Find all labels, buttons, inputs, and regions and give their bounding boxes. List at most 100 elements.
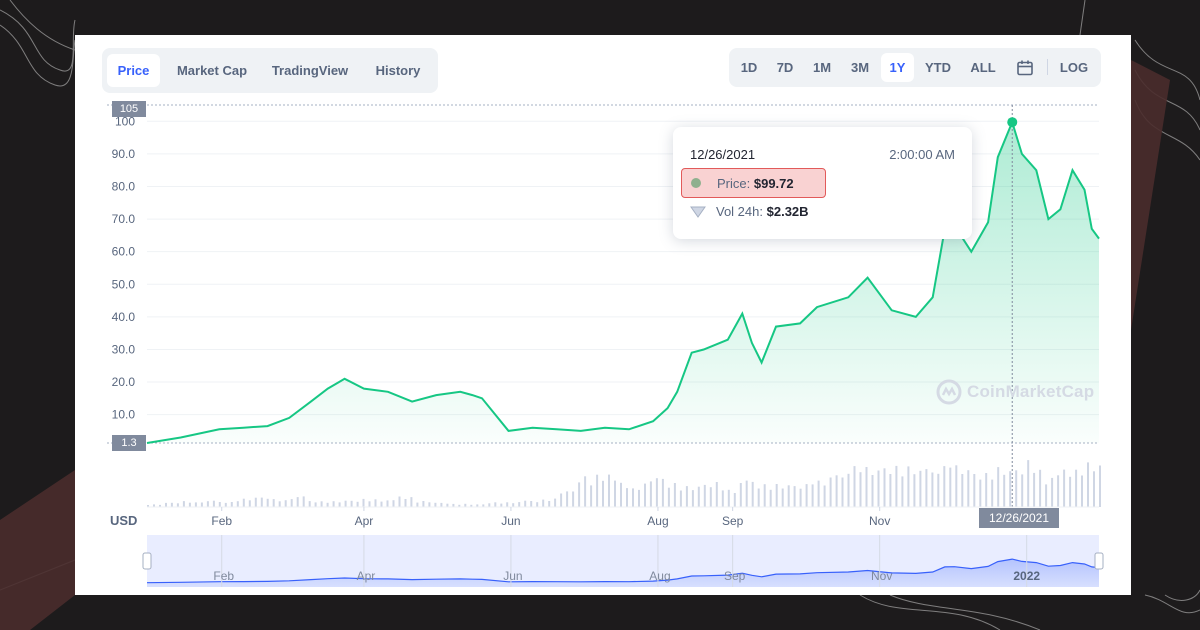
volume-bar: [835, 475, 838, 507]
volume-bar: [314, 502, 317, 507]
volume-bar: [278, 501, 281, 507]
volume-bar: [745, 480, 748, 507]
log-scale-button[interactable]: LOG: [1059, 60, 1089, 75]
volume-bar: [1039, 469, 1042, 507]
volume-bar: [386, 500, 389, 507]
volume-bar: [787, 485, 790, 507]
price-dot-icon: [691, 178, 701, 188]
volume-bar: [703, 484, 706, 507]
volume-bar: [883, 468, 886, 507]
y-tick-label: 90.0: [112, 147, 136, 161]
volume-bar: [470, 504, 473, 507]
volume-bar: [973, 474, 976, 507]
navigator-tick-label: Nov: [871, 569, 892, 583]
time-range-selector: 1D 7D 1M 3M 1Y YTD ALL LOG: [729, 48, 1101, 87]
volume-bar: [1051, 477, 1054, 507]
range-3m-button[interactable]: 3M: [850, 60, 870, 75]
volume-bar: [1069, 476, 1072, 507]
volume-bar: [398, 496, 401, 507]
volume-bar: [1027, 460, 1030, 507]
volume-bar: [925, 469, 928, 507]
navigator-left-handle[interactable]: [142, 552, 152, 570]
range-1m-button[interactable]: 1M: [812, 60, 832, 75]
y-tick-label: 100: [115, 114, 135, 128]
volume-bar: [1009, 471, 1012, 507]
volume-bar: [170, 502, 173, 507]
chart-type-tabs: Price Market Cap TradingView History: [102, 48, 438, 93]
tooltip-price-label: Price:: [717, 176, 751, 191]
y-tick-label: 30.0: [112, 342, 136, 356]
tooltip-price-row: Price: $99.72: [681, 168, 826, 198]
volume-bar: [176, 503, 179, 507]
range-7d-button[interactable]: 7D: [776, 60, 794, 75]
y-tick-label: 50.0: [112, 277, 136, 291]
volume-bar: [296, 497, 299, 507]
tab-history[interactable]: History: [375, 63, 421, 78]
range-1d-button[interactable]: 1D: [740, 60, 758, 75]
y-tick-label: 20.0: [112, 375, 136, 389]
volume-bar: [488, 503, 491, 507]
range-all-button[interactable]: ALL: [970, 60, 996, 75]
volume-bar: [380, 501, 383, 507]
volume-bar: [655, 478, 658, 507]
volume-bar: [1033, 472, 1036, 507]
volume-bar: [218, 502, 221, 507]
volume-bar: [817, 480, 820, 507]
volume-bar: [524, 500, 527, 507]
price-chart-svg: 10.0 20.0 30.0 40.0 50.0 60.0 70.0 80.0 90.0 100 F…: [107, 104, 1104, 587]
volume-bar: [374, 499, 377, 507]
volume-bar: [901, 476, 904, 507]
volume-bar: [434, 502, 437, 507]
price-area: [147, 122, 1099, 443]
volume-bar: [763, 484, 766, 507]
x-tick-label: Jun: [501, 514, 520, 528]
volume-bar: [332, 501, 335, 507]
volume-bar: [781, 488, 784, 507]
volume-bar: [865, 467, 868, 507]
y-tick-label: 70.0: [112, 212, 136, 226]
volume-bar: [943, 466, 946, 507]
navigator-right-handle[interactable]: [1094, 552, 1104, 570]
volume-bar: [739, 483, 742, 507]
volume-bar: [1093, 471, 1095, 507]
tab-market-cap[interactable]: Market Cap: [176, 63, 248, 78]
navigator-tick-label: Feb: [213, 569, 234, 583]
tab-tradingview[interactable]: TradingView: [271, 63, 349, 78]
volume-bar: [715, 482, 718, 507]
volume-bar: [410, 497, 413, 507]
volume-bar: [620, 482, 622, 507]
volume-bar: [326, 502, 329, 507]
volume-bar: [320, 501, 323, 507]
volume-bar: [368, 501, 371, 507]
volume-bar: [356, 501, 359, 507]
volume-bar: [859, 472, 862, 507]
volume-bar: [542, 499, 545, 507]
volume-bar: [769, 489, 772, 507]
range-ytd-button[interactable]: YTD: [925, 60, 951, 75]
volume-bar: [392, 500, 395, 507]
volume-bar: [554, 498, 557, 507]
y-tick-label: 60.0: [112, 245, 136, 259]
volume-bar: [937, 473, 940, 507]
volume-bar: [572, 491, 575, 507]
volume-bar: [165, 502, 167, 507]
volume-bar: [242, 498, 245, 507]
volume-bar: [679, 490, 682, 507]
calendar-icon[interactable]: [1010, 53, 1040, 82]
navigator-tick-label: 2022: [1013, 569, 1040, 583]
volume-bar: [494, 502, 497, 507]
volume-bar: [506, 502, 509, 507]
volume-bar: [757, 488, 760, 507]
price-tooltip: 12/26/2021 2:00:00 AM Price: $99.72 Vol …: [673, 127, 972, 239]
navigator-line: [146, 558, 1100, 584]
tooltip-date: 12/26/2021: [690, 147, 756, 162]
volume-bar: [1003, 474, 1006, 507]
volume-bar: [799, 488, 802, 507]
y-tick-label: 10.0: [112, 408, 136, 422]
tab-price[interactable]: Price: [107, 54, 160, 87]
tooltip-time: 2:00:00 AM: [889, 147, 955, 162]
volume-bar: [194, 502, 197, 507]
range-1y-button[interactable]: 1Y: [881, 53, 914, 82]
volume-bar: [775, 484, 778, 507]
